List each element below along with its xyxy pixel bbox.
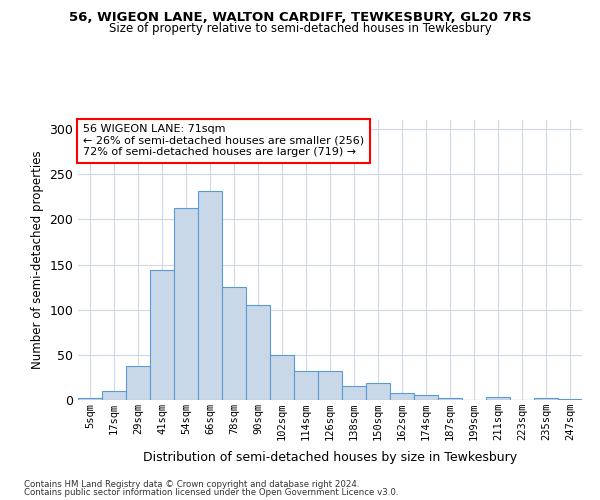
Bar (318, 371, 342, 400)
Bar (78, 398, 102, 400)
Bar (294, 371, 318, 400)
Bar (198, 192, 222, 400)
Bar (342, 386, 366, 400)
Bar (270, 355, 294, 400)
Text: Contains public sector information licensed under the Open Government Licence v3: Contains public sector information licen… (24, 488, 398, 497)
X-axis label: Distribution of semi-detached houses by size in Tewkesbury: Distribution of semi-detached houses by … (143, 452, 517, 464)
Bar (486, 398, 510, 400)
Bar (414, 394, 438, 400)
Text: 56, WIGEON LANE, WALTON CARDIFF, TEWKESBURY, GL20 7RS: 56, WIGEON LANE, WALTON CARDIFF, TEWKESB… (68, 11, 532, 24)
Bar (126, 366, 150, 400)
Bar (438, 398, 462, 400)
Bar (390, 393, 414, 400)
Bar (366, 383, 390, 400)
Text: 56 WIGEON LANE: 71sqm
← 26% of semi-detached houses are smaller (256)
72% of sem: 56 WIGEON LANE: 71sqm ← 26% of semi-deta… (83, 124, 364, 158)
Bar (150, 270, 174, 400)
Bar (558, 399, 582, 400)
Bar (102, 391, 126, 400)
Bar (246, 305, 270, 400)
Bar (534, 398, 558, 400)
Bar (174, 208, 198, 400)
Bar (222, 287, 246, 400)
Text: Size of property relative to semi-detached houses in Tewkesbury: Size of property relative to semi-detach… (109, 22, 491, 35)
Y-axis label: Number of semi-detached properties: Number of semi-detached properties (31, 150, 44, 370)
Text: Contains HM Land Registry data © Crown copyright and database right 2024.: Contains HM Land Registry data © Crown c… (24, 480, 359, 489)
